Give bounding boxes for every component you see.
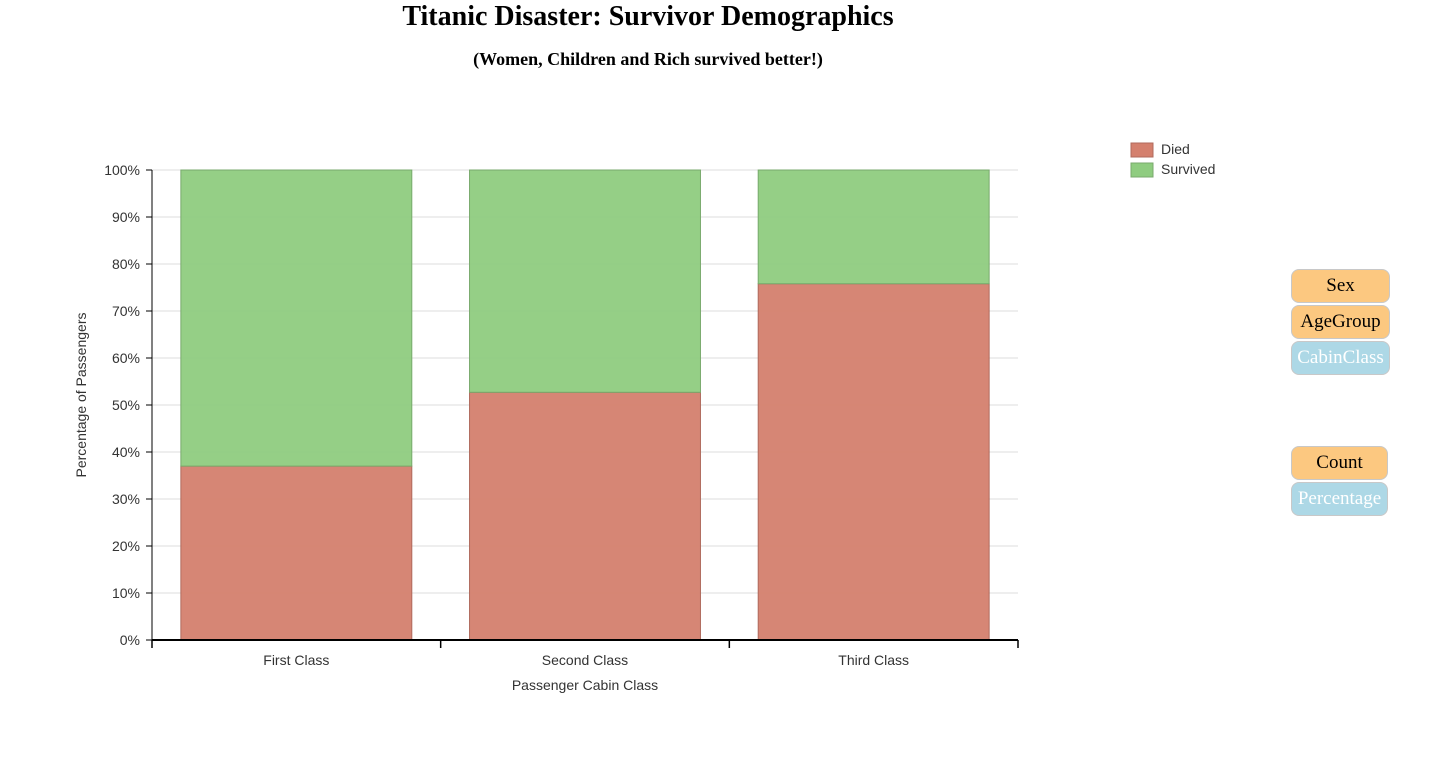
bar-died[interactable] (180, 465, 413, 641)
bar-survived[interactable] (180, 169, 413, 467)
y-tick-label: 30% (112, 491, 140, 507)
measure-percentage-button[interactable]: Percentage (1291, 482, 1388, 516)
y-tick-label: 0% (120, 632, 140, 648)
y-tick-label: 90% (112, 209, 140, 225)
y-tick-label: 100% (104, 162, 140, 178)
bar-survived[interactable] (469, 169, 701, 393)
legend-label-died: Died (1161, 141, 1190, 157)
group-by-cabinclass-button[interactable]: CabinClass (1291, 341, 1390, 375)
chart-subtitle: (Women, Children and Rich survived bette… (473, 49, 823, 69)
measure-count-button[interactable]: Count (1291, 446, 1388, 480)
y-tick-label: 60% (112, 350, 140, 366)
y-tick-label: 10% (112, 585, 140, 601)
y-tick-label: 20% (112, 538, 140, 554)
x-tick-label: Second Class (542, 652, 628, 668)
group-by-sex-button[interactable]: Sex (1291, 269, 1390, 303)
y-axis-label: Percentage of Passengers (73, 313, 89, 478)
y-tick-label: 40% (112, 444, 140, 460)
y-tick-label: 70% (112, 303, 140, 319)
y-tick-label: 50% (112, 397, 140, 413)
x-tick-label: Third Class (838, 652, 909, 668)
bar-died[interactable] (757, 283, 990, 641)
bar-survived[interactable] (757, 169, 990, 285)
y-tick-label: 80% (112, 256, 140, 272)
x-tick-label: First Class (263, 652, 329, 668)
legend-swatch-survived (1130, 162, 1154, 178)
legend-swatch-died (1130, 142, 1154, 158)
group-by-agegroup-button[interactable]: AgeGroup (1291, 305, 1390, 339)
x-axis-label: Passenger Cabin Class (512, 677, 658, 693)
bar-died[interactable] (469, 391, 701, 641)
chart-title: Titanic Disaster: Survivor Demographics (402, 1, 894, 32)
legend-label-survived: Survived (1161, 161, 1215, 177)
